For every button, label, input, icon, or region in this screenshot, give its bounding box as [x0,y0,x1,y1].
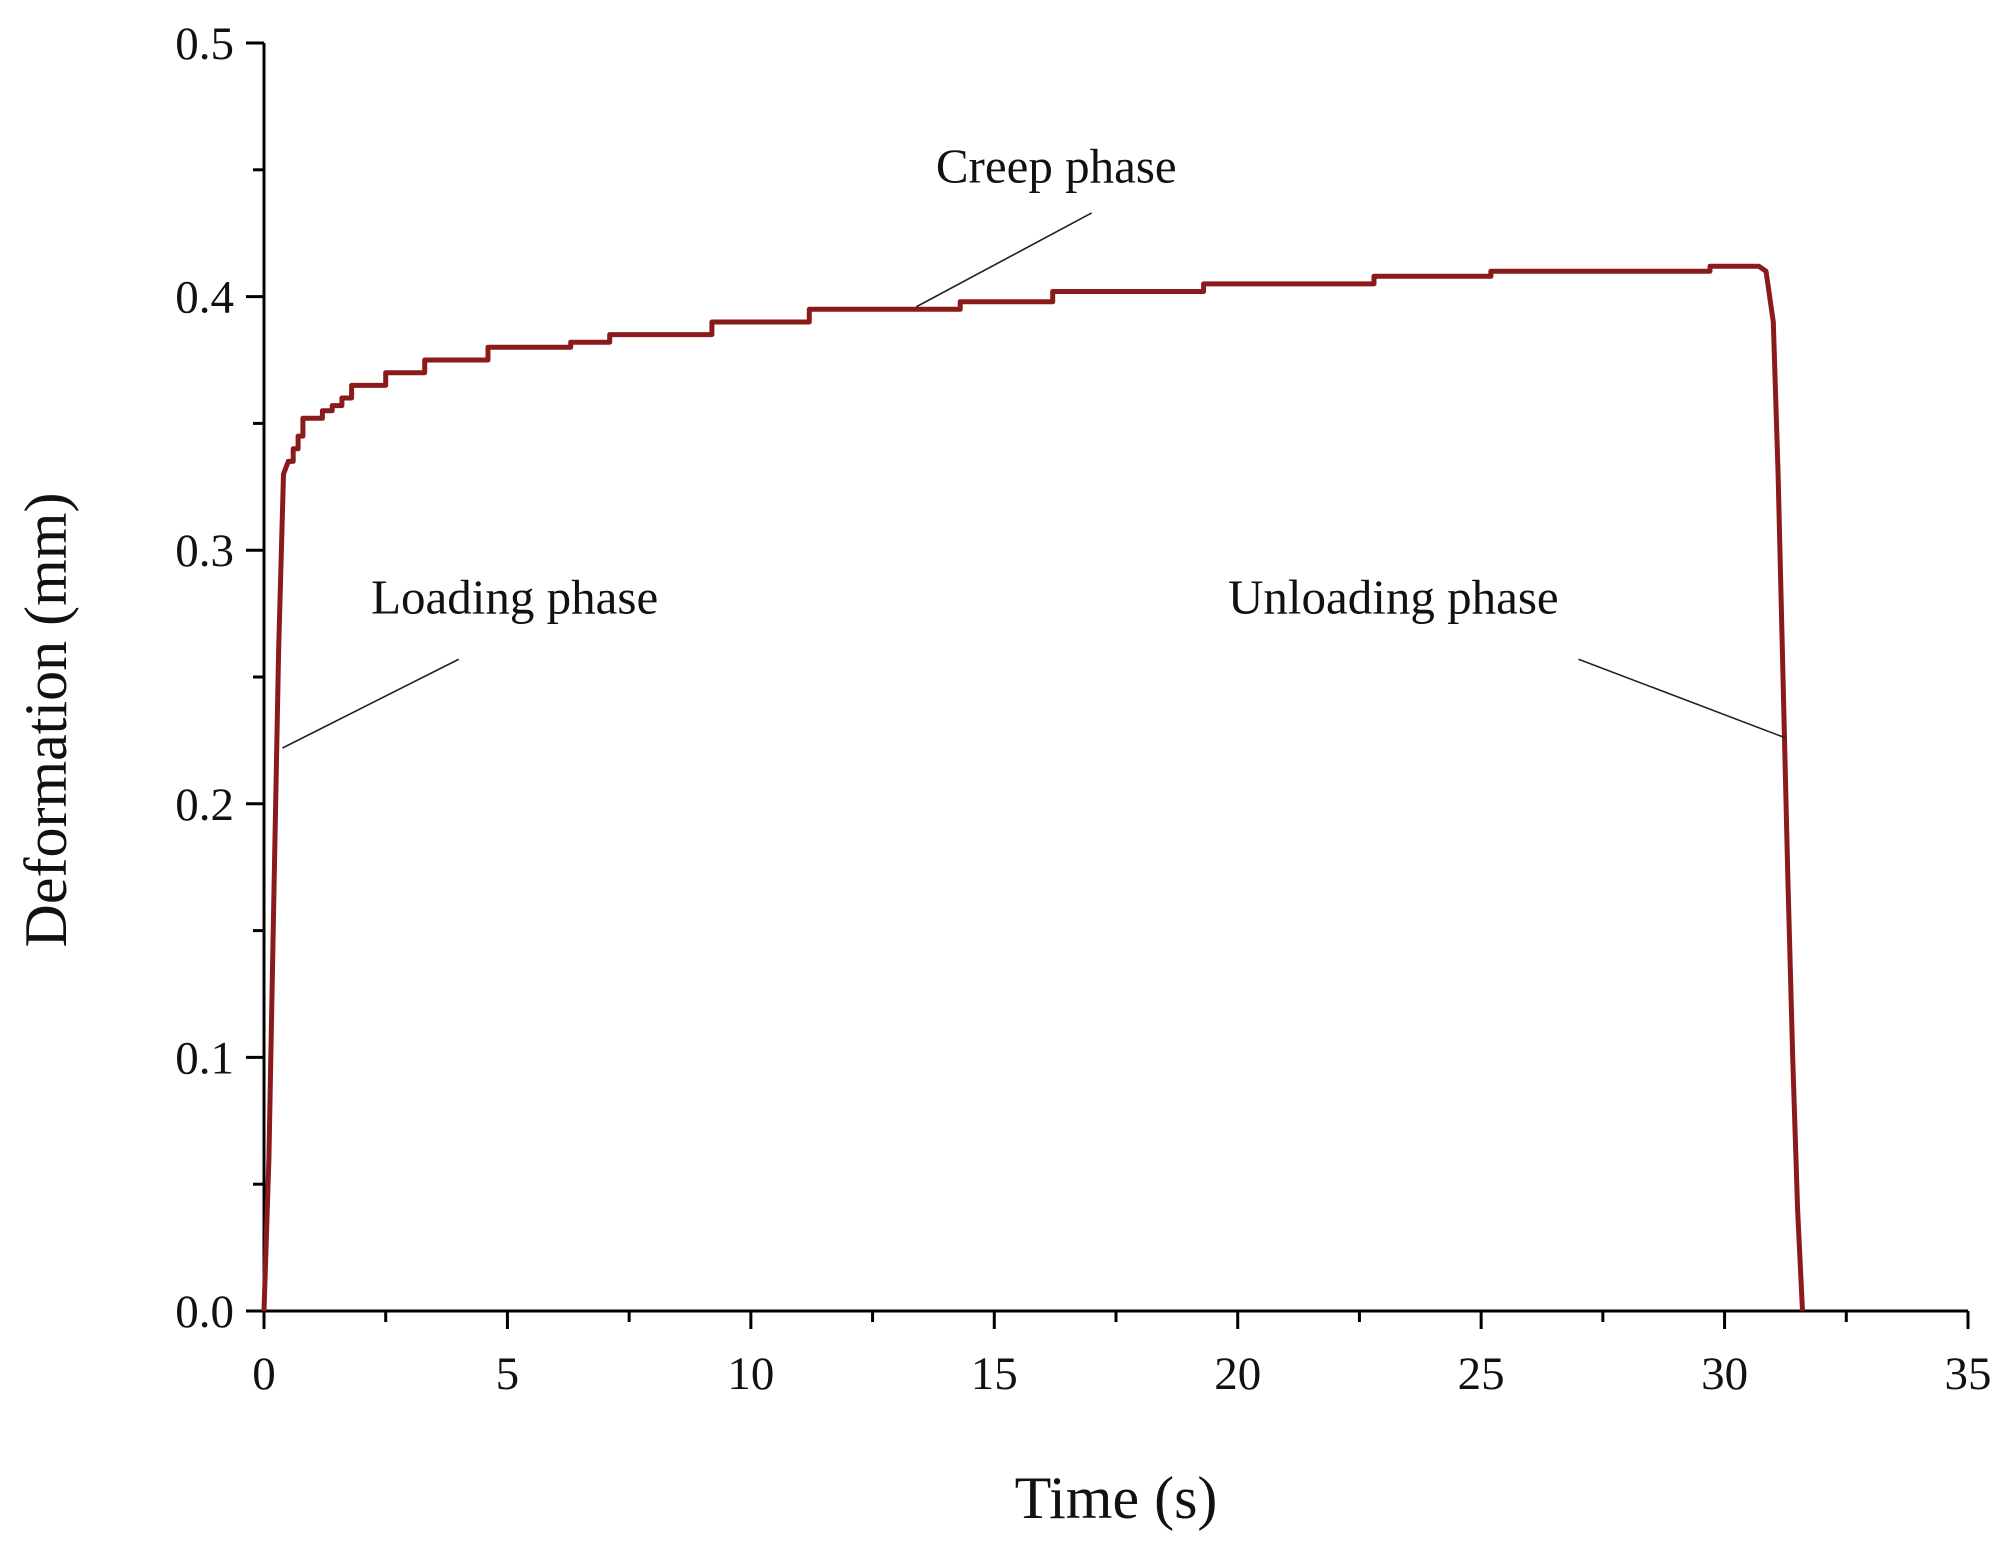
annotation-label: Creep phase [936,138,1177,193]
y-tick-label: 0.5 [175,18,234,70]
x-tick-label: 25 [1458,1348,1505,1400]
annotations: Creep phase Loading phase Unloading phase [282,138,1786,749]
y-tick-label: 0.2 [175,779,234,831]
y-ticks [246,41,264,1313]
annotation-label: Loading phase [371,570,658,625]
x-tick-label: 10 [727,1348,774,1400]
x-ticks [262,1311,1970,1329]
annotation-label: Unloading phase [1228,570,1559,625]
x-tick-label: 35 [1945,1348,1992,1400]
annotation-leader-line [916,212,1093,308]
annotation-leader-line [1578,658,1786,739]
data-series [261,263,1805,1312]
deformation-series-line [261,263,1805,1312]
x-axis-title: Time (s) [1015,1465,1218,1531]
x-tick-labels: 0 5 10 15 20 25 30 35 [252,1348,1991,1400]
x-tick-label: 5 [496,1348,520,1400]
y-tick-label: 0.1 [175,1032,234,1084]
y-tick-label: 0.3 [175,525,234,577]
y-tick-label: 0.4 [175,272,234,324]
plot-area: 0 5 10 15 20 25 30 35 0.0 0.1 0.2 0.3 0.4 0.5 Creep … [175,18,1991,1400]
x-tick-label: 0 [252,1348,276,1400]
x-tick-label: 30 [1701,1348,1748,1400]
y-tick-labels: 0.0 0.1 0.2 0.3 0.4 0.5 [175,18,234,1338]
annotation-leader-line [282,658,460,749]
y-tick-label: 0.0 [175,1286,234,1338]
x-tick-label: 15 [971,1348,1018,1400]
x-tick-label: 20 [1214,1348,1261,1400]
y-axis-title: Deformation (mm) [13,493,79,948]
